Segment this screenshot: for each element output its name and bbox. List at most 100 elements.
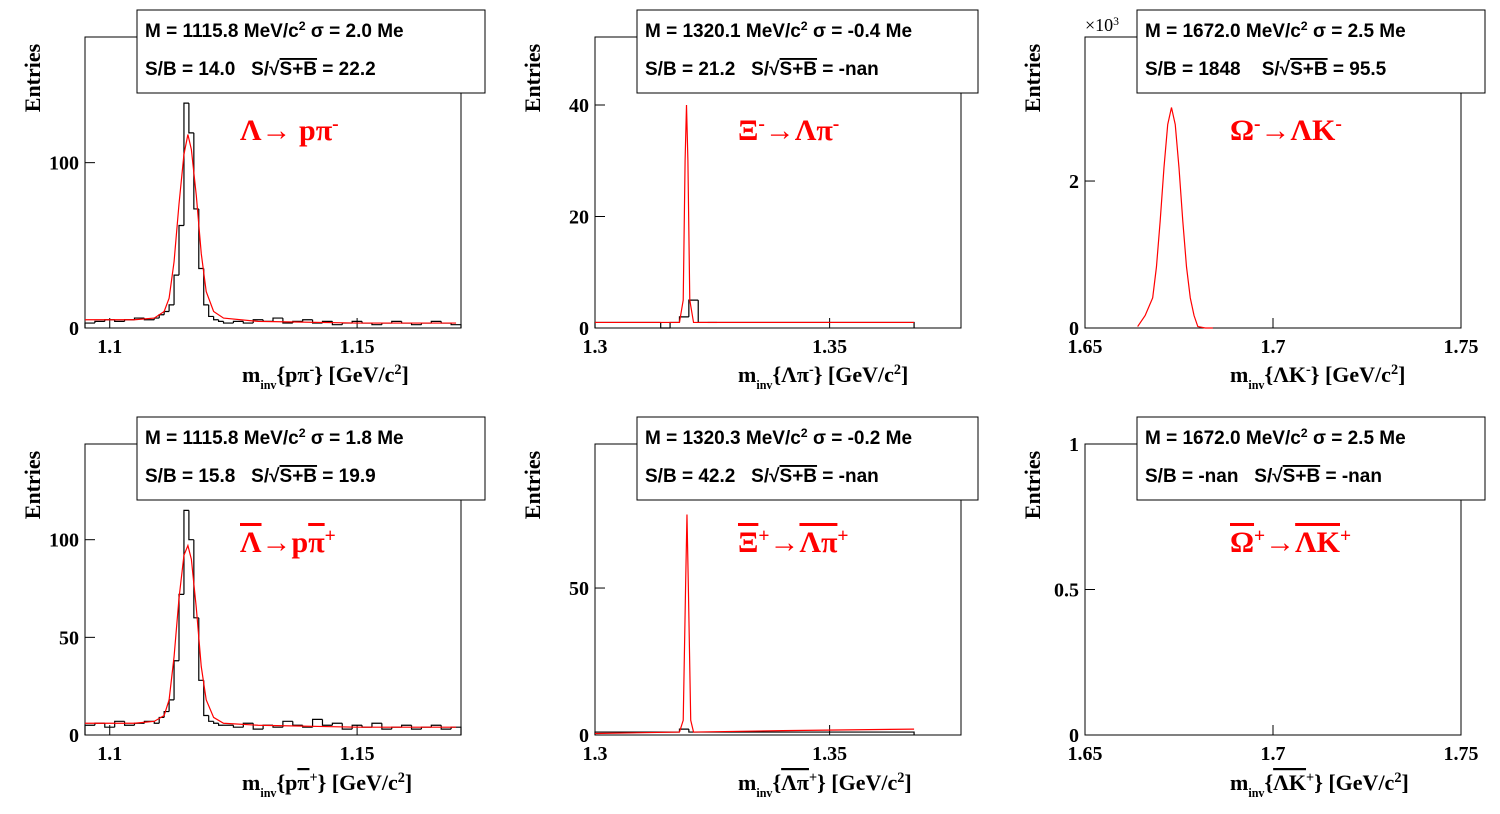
text-part: inv xyxy=(260,786,277,800)
text-part: ] xyxy=(402,362,409,387)
text-part: → xyxy=(1265,526,1295,559)
histogram-bin xyxy=(410,725,422,730)
x-axis-label: minv{pπ-} [GeV/c2] xyxy=(242,362,409,392)
text-part: S+B xyxy=(280,466,318,487)
histogram-bin xyxy=(168,304,175,312)
histogram-bin xyxy=(84,724,95,735)
x-tick-label: 1.3 xyxy=(583,336,608,358)
stats-line: S/B = 14.0 S/√S+B = 22.2 xyxy=(145,59,376,80)
stats-line: S/B = 42.2 S/√S+B = -nan xyxy=(645,466,879,487)
text-part: Ξ xyxy=(738,114,758,147)
stats-line: M = 1115.8 MeV/c2 σ = 1.8 Me xyxy=(145,426,404,449)
stats-line: M = 1672.0 MeV/c2 σ = 2.5 Me xyxy=(1145,19,1406,42)
text-part: - xyxy=(1306,362,1311,378)
text-part: M = 1672.0 MeV/c xyxy=(1145,21,1301,42)
stats-line: M = 1320.1 MeV/c2 σ = -0.4 Me xyxy=(645,19,912,42)
text-part: + xyxy=(309,770,317,786)
fit-curve xyxy=(85,543,457,728)
y-tick-label: 0 xyxy=(69,725,79,747)
histogram-bin xyxy=(173,274,179,305)
text-part: M = 1320.3 MeV/c xyxy=(645,428,801,449)
histogram-bin xyxy=(688,299,699,317)
text-part: = 95.5 xyxy=(1328,59,1387,80)
text-part: } [GeV/c xyxy=(817,770,897,795)
text-part: Ω xyxy=(1230,526,1254,559)
text-part: { xyxy=(772,770,781,795)
text-part: ΛK xyxy=(1273,770,1306,795)
y-tick-label: 100 xyxy=(49,530,79,552)
y-axis-label: Entries xyxy=(1020,43,1045,112)
text-part: Λ→ pπ xyxy=(240,114,333,147)
text-part: S+B xyxy=(280,59,318,80)
text-part: ] xyxy=(904,770,911,795)
text-part: Ω xyxy=(1230,114,1254,147)
panel-title: Λ→ pπ- xyxy=(240,114,339,148)
text-part: S+B xyxy=(1290,59,1328,80)
histogram-bin xyxy=(232,320,244,324)
y-tick-label: 50 xyxy=(569,578,589,600)
histogram-bin xyxy=(104,723,115,728)
y-axis-label: Entries xyxy=(20,450,45,519)
x-tick-label: 1.35 xyxy=(812,336,847,358)
y-axis-label: Entries xyxy=(20,43,45,112)
histogram-bin xyxy=(217,319,224,322)
histogram-bin xyxy=(311,718,323,728)
y-tick-label: 1 xyxy=(1069,434,1079,456)
text-part: ΛK xyxy=(1295,526,1341,559)
text-part: m xyxy=(738,770,756,795)
text-part: S+B xyxy=(780,59,818,80)
histogram-bin xyxy=(222,321,234,324)
fit-curve xyxy=(594,514,915,735)
text-part: →Λπ xyxy=(765,114,834,147)
histogram-bin xyxy=(272,317,283,322)
text-part: inv xyxy=(1248,378,1265,392)
text-part: - xyxy=(758,114,765,135)
text-part: √ xyxy=(769,466,780,487)
histogram-bin xyxy=(84,322,95,328)
y-tick-label: 0 xyxy=(69,318,79,340)
stats-box xyxy=(1136,416,1486,501)
text-part: √ xyxy=(1280,59,1291,80)
text-part: ] xyxy=(1401,770,1408,795)
text-part: √ xyxy=(1272,466,1283,487)
y-tick-label: 40 xyxy=(569,95,589,117)
text-part: 2 xyxy=(801,19,808,33)
text-part: σ = -0.2 Me xyxy=(808,428,912,449)
text-part: →ΛK xyxy=(1261,114,1337,147)
text-part: Ξ xyxy=(738,526,758,559)
text-part: 2 xyxy=(1394,770,1401,786)
panel-title: Ω+→ΛK+ xyxy=(1230,526,1351,560)
text-part: σ = 2.5 Me xyxy=(1308,21,1406,42)
histogram-bin xyxy=(217,723,224,726)
panel-title: Ξ+→Λπ+ xyxy=(738,526,849,560)
histogram-bin xyxy=(94,320,105,324)
text-part: - xyxy=(1254,114,1261,135)
x-tick-label: 1.15 xyxy=(340,336,375,358)
text-part: = -nan xyxy=(817,466,879,487)
text-part: {ΛK xyxy=(1264,362,1306,387)
histogram-bin xyxy=(158,716,165,724)
text-part: + xyxy=(1254,526,1265,547)
text-part: σ = -0.4 Me xyxy=(808,21,912,42)
y-tick-label: 0 xyxy=(579,318,589,340)
text-part: inv xyxy=(756,786,773,800)
histogram-bin xyxy=(381,723,392,730)
panel-title: Λ→pπ+ xyxy=(240,526,336,560)
histogram-bin xyxy=(203,680,209,717)
text-part: √ xyxy=(269,59,280,80)
stats-line: S/B = 21.2 S/√S+B = -nan xyxy=(645,59,879,80)
text-part: 2 xyxy=(894,362,901,378)
histogram-bin xyxy=(331,722,343,726)
text-part: m xyxy=(738,362,756,387)
histogram-bin xyxy=(302,319,313,322)
stats-line: S/B = -nan S/√S+B = -nan xyxy=(1145,466,1382,487)
text-part: } [GeV/c xyxy=(314,362,394,387)
x-tick-label: 1.75 xyxy=(1444,336,1479,358)
text-part: π xyxy=(297,770,309,795)
text-part: - xyxy=(332,114,339,135)
histogram-bin xyxy=(371,722,382,728)
text-part: + xyxy=(1306,770,1314,786)
x-axis-label: minv{pπ+} [GeV/c2] xyxy=(242,770,412,800)
